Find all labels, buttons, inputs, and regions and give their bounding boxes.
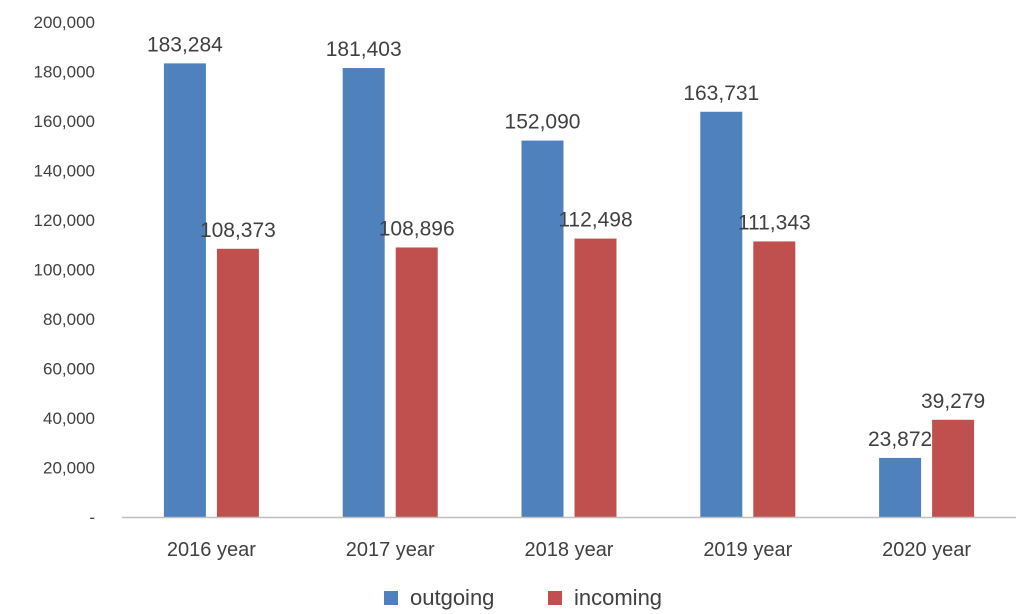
data-label-incoming: 39,279	[921, 390, 985, 413]
data-label-outgoing: 181,403	[326, 38, 402, 61]
bar-outgoing-0	[164, 63, 206, 517]
x-tick-label: 2018 year	[525, 539, 614, 561]
x-tick-label: 2016 year	[167, 539, 256, 561]
y-axis-tick-labels: - 20,000 40,000 60,000 80,000 100,000 120,000 1…	[34, 13, 95, 527]
data-labels: 183,284 108,373 181,403 108,896 152,090 112,4…	[147, 33, 985, 451]
y-tick-label: 100,000	[34, 261, 95, 280]
data-label-outgoing: 163,731	[683, 82, 759, 105]
y-tick-label: 160,000	[34, 112, 95, 131]
y-tick-label: -	[89, 508, 95, 527]
data-label-incoming: 108,373	[200, 219, 276, 242]
legend-swatch-incoming	[548, 591, 562, 605]
legend-swatch-outgoing	[384, 591, 398, 605]
data-label-outgoing: 183,284	[147, 33, 223, 56]
bar-incoming-0	[217, 249, 259, 517]
data-label-incoming: 112,498	[558, 209, 632, 232]
x-tick-label: 2019 year	[703, 539, 792, 561]
bar-incoming-3	[753, 241, 795, 517]
data-label-incoming: 111,343	[738, 211, 811, 234]
bar-outgoing-3	[700, 112, 742, 517]
y-tick-label: 60,000	[43, 360, 95, 379]
legend: outgoing incoming	[384, 585, 662, 610]
bar-outgoing-1	[343, 68, 385, 517]
x-tick-label: 2017 year	[346, 539, 435, 561]
bar-outgoing-2	[522, 141, 564, 517]
data-label-outgoing: 23,872	[868, 428, 932, 451]
y-tick-label: 120,000	[34, 211, 95, 230]
bar-incoming-4	[932, 420, 974, 517]
y-tick-label: 200,000	[34, 13, 95, 32]
y-tick-label: 40,000	[43, 409, 95, 428]
y-tick-label: 180,000	[34, 63, 95, 82]
legend-label-incoming: incoming	[574, 585, 662, 610]
bar-outgoing-4	[879, 458, 921, 517]
y-tick-label: 20,000	[43, 459, 95, 478]
y-tick-label: 140,000	[34, 162, 95, 181]
legend-label-outgoing: outgoing	[410, 585, 494, 610]
data-label-outgoing: 152,090	[505, 111, 581, 134]
bar-incoming-2	[575, 239, 617, 517]
bar-incoming-1	[396, 247, 438, 517]
data-label-incoming: 108,896	[379, 217, 455, 240]
x-tick-label: 2020 year	[882, 539, 971, 561]
x-axis-tick-labels: 2016 year 2017 year 2018 year 2019 year 2020…	[167, 539, 971, 561]
y-tick-label: 80,000	[43, 310, 95, 329]
